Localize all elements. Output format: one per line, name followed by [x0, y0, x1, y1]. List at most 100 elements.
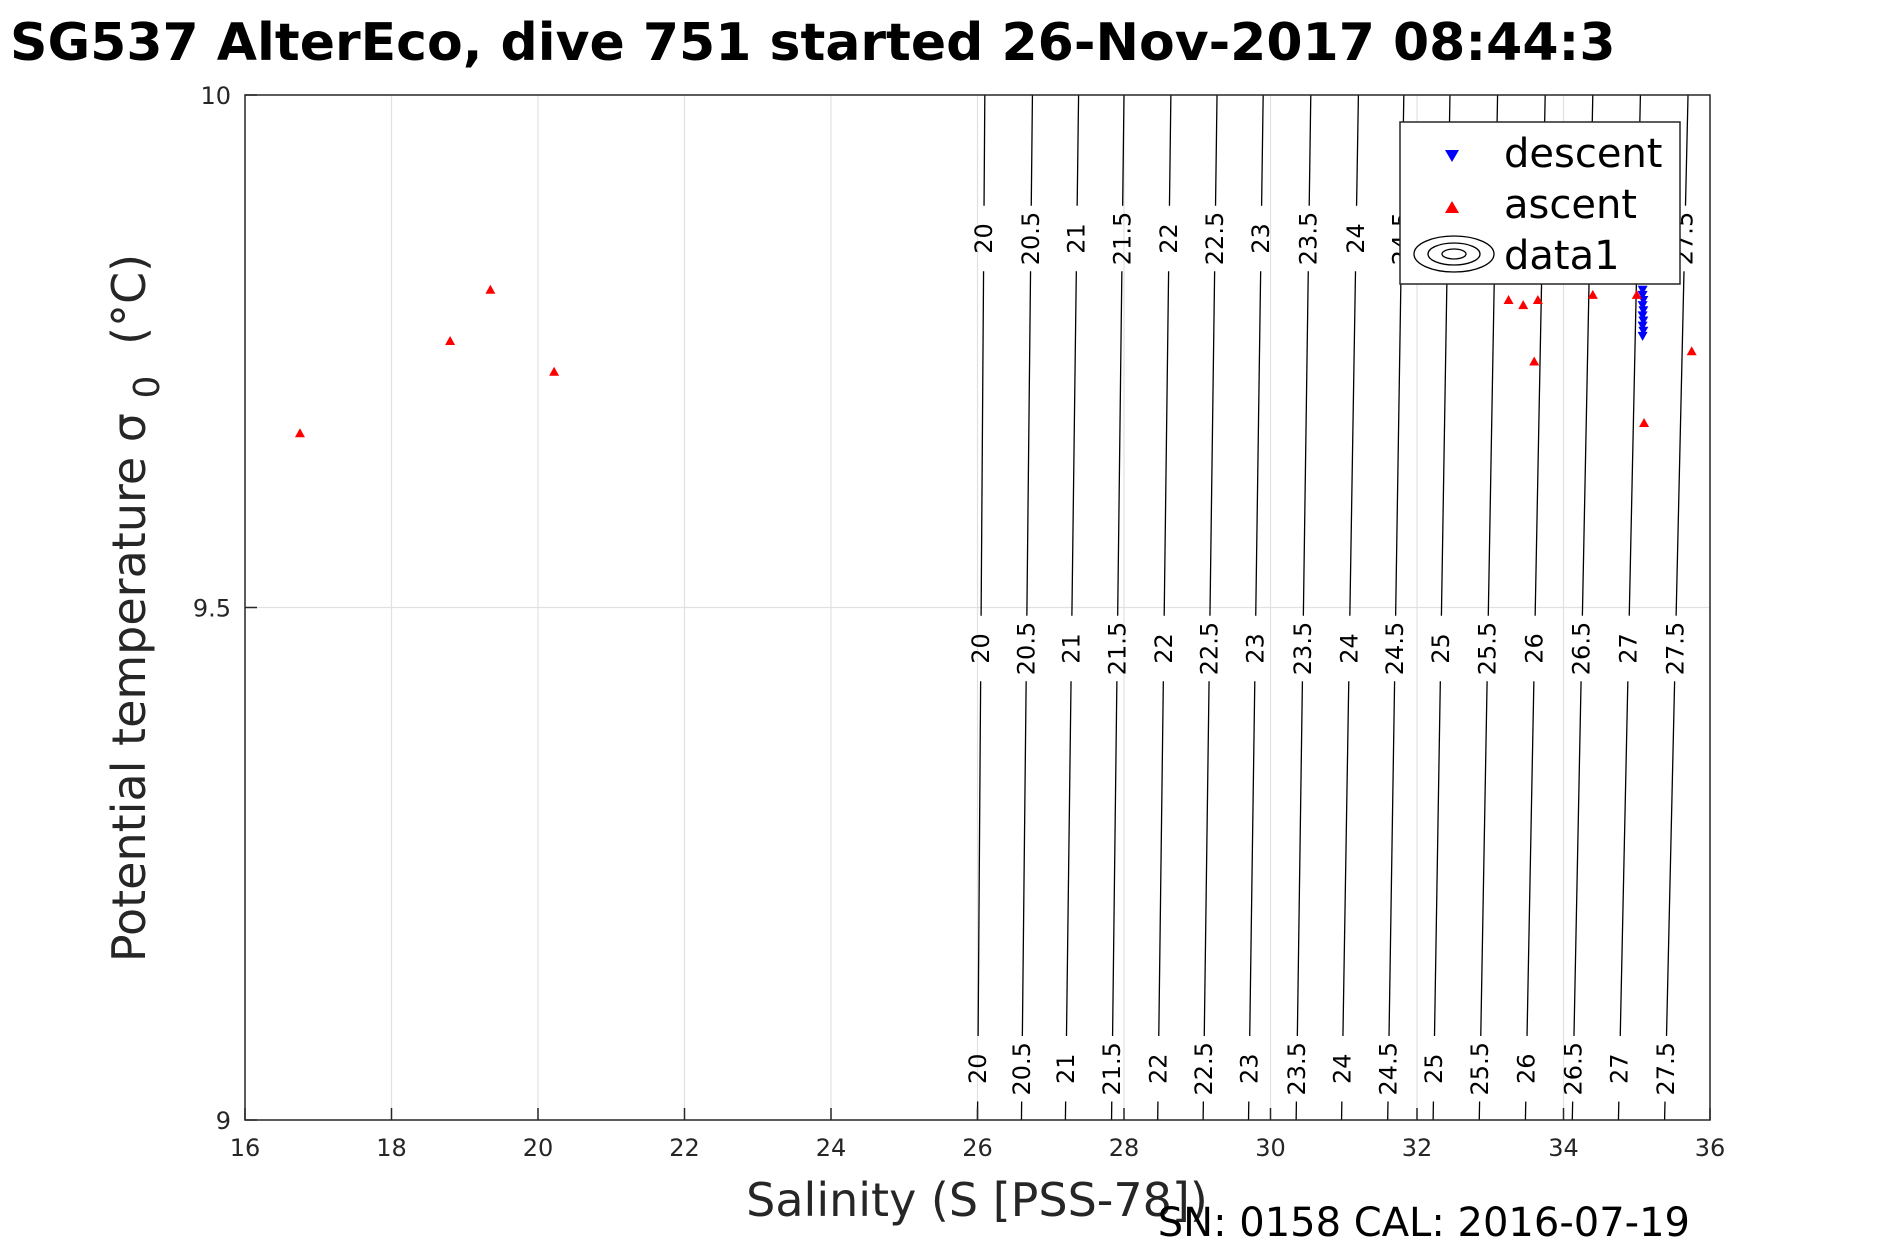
- isopycnal-label: 27.5: [1661, 622, 1689, 675]
- serial-calibration-footer: SN: 0158 CAL: 2016-07-19: [1158, 1200, 1690, 1246]
- isopycnal-label: 24: [1342, 223, 1370, 254]
- isopycnal-line: [1433, 681, 1441, 1036]
- isopycnal-label: 23: [1247, 223, 1275, 254]
- isopycnal-label: 23.5: [1289, 622, 1317, 675]
- isopycnal-label: 24: [1328, 1053, 1356, 1084]
- isopycnal-line: [1619, 681, 1629, 1036]
- isopycnal-label: 27: [1606, 1053, 1634, 1084]
- isopycnal-label: 20: [970, 223, 998, 254]
- descent-point: [1637, 321, 1648, 331]
- x-tick-label: 34: [1548, 1134, 1579, 1162]
- isopycnal-label: 25.5: [1474, 622, 1502, 675]
- isopycnal-label: 27.5: [1652, 1042, 1680, 1095]
- ascent-point: [1686, 346, 1697, 356]
- ascent-point: [549, 366, 560, 376]
- descent-point: [1638, 306, 1649, 316]
- isopycnal-label: 22: [1150, 633, 1178, 664]
- descent-point: [1637, 290, 1648, 300]
- isopycnal-label: 22: [1144, 1053, 1172, 1084]
- isopycnal-label: 20: [967, 633, 995, 664]
- legend-ascent-label: ascent: [1504, 182, 1637, 228]
- isopycnal-line: [1122, 94, 1125, 206]
- y-axis-label-subscript: 0: [127, 376, 168, 399]
- isopycnal-label: 20.5: [1008, 1042, 1036, 1095]
- isopycnal-label: 22.5: [1196, 622, 1224, 675]
- isopycnal-line: [983, 94, 986, 206]
- isopycnal-line: [1163, 271, 1170, 616]
- ascent-point: [1587, 289, 1598, 299]
- isopycnal-label: 23.5: [1283, 1042, 1311, 1095]
- isopycnal-line: [1394, 271, 1402, 616]
- isopycnal-label: 20.5: [1017, 212, 1045, 265]
- ascent-point: [485, 284, 496, 294]
- isopycnal-line: [1026, 271, 1032, 616]
- x-tick-label: 30: [1255, 1134, 1286, 1162]
- isopycnal-line: [977, 681, 982, 1036]
- descent-point: [1637, 285, 1648, 295]
- isopycnal-label: 23: [1241, 633, 1269, 664]
- isopycnal-label: 22.5: [1190, 1042, 1218, 1095]
- x-tick-label: 32: [1402, 1134, 1433, 1162]
- legend: descent ascent data1: [1399, 121, 1681, 285]
- descent-point: [1637, 301, 1648, 311]
- isopycnal-line: [1534, 271, 1543, 616]
- isopycnal-label: 20.5: [1013, 622, 1041, 675]
- x-tick-label: 22: [669, 1134, 700, 1162]
- y-axis-label: Potential temperature σ 0 (°C): [102, 254, 170, 962]
- isopycnal-line: [1388, 681, 1396, 1036]
- ascent-point: [1529, 356, 1540, 366]
- isopycnal-line: [1342, 681, 1350, 1036]
- descent-point: [1638, 326, 1649, 336]
- isopycnal-line: [1296, 681, 1304, 1036]
- isopycnal-label: 21: [1057, 633, 1085, 664]
- isopycnal-label: 27: [1615, 633, 1643, 664]
- legend-box: [1399, 121, 1681, 285]
- isopycnal-line: [1209, 271, 1216, 616]
- descent-point: [1638, 316, 1649, 326]
- legend-descent-marker: [1445, 150, 1459, 162]
- isopycnal-line: [1573, 681, 1582, 1036]
- axis-ticks: 16 18 20 22 24 26 28 30 32 34 36 9 9.5 10: [193, 82, 1725, 1162]
- isopycnal-label: 23.5: [1295, 212, 1323, 265]
- x-tick-label: 16: [230, 1134, 261, 1162]
- isopycnal-line: [1581, 271, 1590, 616]
- y-tick-label: 9: [216, 1107, 231, 1135]
- isopycnal-label: 25.5: [1466, 1042, 1494, 1095]
- isopycnal-line: [1255, 271, 1262, 616]
- isopycnal-line: [1158, 681, 1164, 1036]
- isopycnal-label: 26: [1521, 633, 1549, 664]
- isopycnal-line: [1260, 94, 1264, 206]
- isopycnal-line: [1308, 94, 1312, 206]
- isopycnal-label: 21: [1052, 1053, 1080, 1084]
- isopycnal-line: [1628, 271, 1638, 616]
- isopycnal-line: [1675, 271, 1685, 616]
- y-tick-label: 10: [200, 82, 231, 110]
- x-tick-label: 20: [523, 1134, 554, 1162]
- isopycnal-line: [1030, 94, 1034, 206]
- y-tick-label: 9.5: [193, 595, 231, 623]
- x-tick-label: 18: [376, 1134, 407, 1162]
- isopycnal-label: 22: [1155, 223, 1183, 254]
- ascent-point: [1639, 418, 1650, 427]
- isopycnal-line: [1021, 681, 1027, 1036]
- isopycnal-label: 21.5: [1098, 1042, 1126, 1095]
- ascent-point: [1518, 300, 1529, 310]
- isopycnal-line: [1665, 681, 1676, 1036]
- x-axis-label: Salinity (S [PSS-78]): [746, 1173, 1208, 1227]
- isopycnal-line: [1203, 681, 1210, 1036]
- isopycnal-label: 23: [1235, 1053, 1263, 1084]
- descent-point: [1637, 331, 1648, 341]
- legend-ascent-marker: [1445, 201, 1459, 213]
- isopycnal-line: [1168, 94, 1172, 206]
- descent-point: [1637, 311, 1648, 321]
- isopycnal-line: [1076, 94, 1080, 206]
- legend-data1-label: data1: [1504, 233, 1620, 279]
- isopycnal-label: 25: [1427, 633, 1455, 664]
- isopycnal-label: 26: [1512, 1053, 1540, 1084]
- isopycnal-line: [1111, 681, 1118, 1036]
- isopycnal-label: 24: [1335, 633, 1363, 664]
- isopycnal-label: 21: [1063, 223, 1091, 254]
- chart-title: SG537 AlterEco, dive 751 started 26-Nov-…: [10, 13, 1616, 73]
- isopycnal-label: 22.5: [1201, 212, 1229, 265]
